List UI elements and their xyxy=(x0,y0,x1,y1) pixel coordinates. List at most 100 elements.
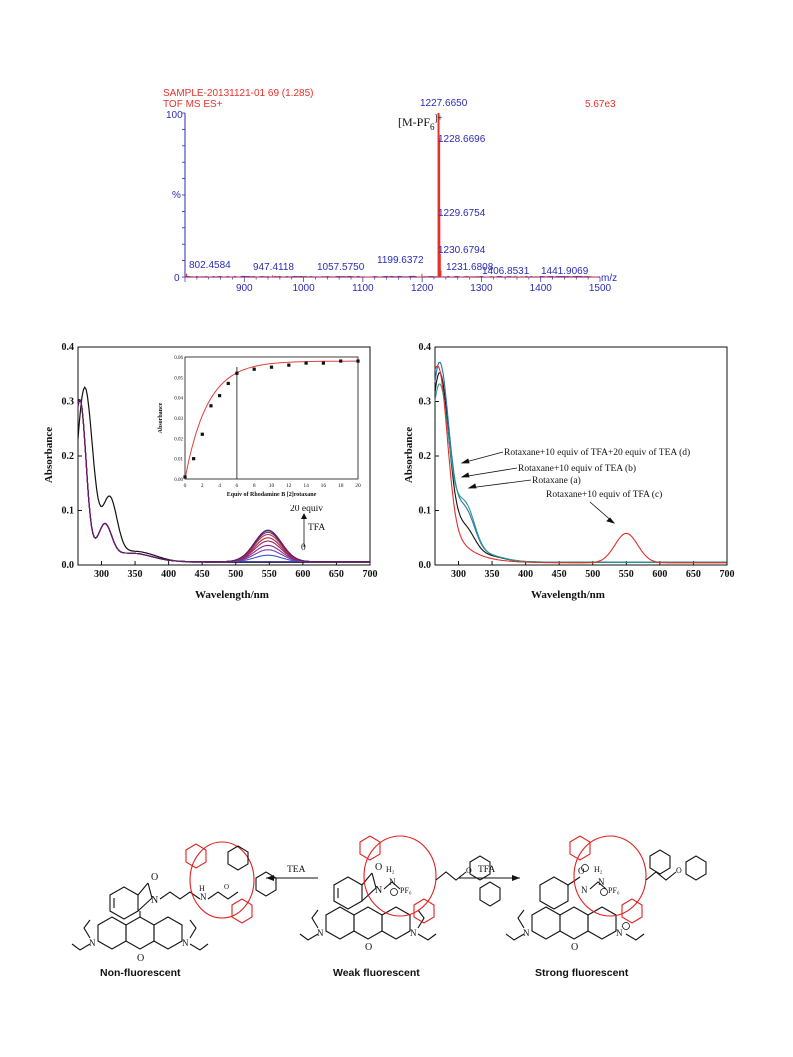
inset-y-tick-label: 0.06 xyxy=(174,356,183,361)
ms-x-ticks: 900 1000 1100 1200 1300 1400 1500 xyxy=(185,277,612,294)
inset-point xyxy=(183,475,186,478)
svg-text:O: O xyxy=(571,942,578,953)
uv-right-label-d: Rotaxane+10 equiv of TFA+20 equiv of TEA… xyxy=(504,447,690,458)
svg-text:H₂: H₂ xyxy=(386,865,395,874)
inset-point xyxy=(235,372,238,375)
ms-mode-line: TOF MS ES+ xyxy=(163,99,223,110)
uv-right-label-b: Rotaxane+10 equiv of TEA (b) xyxy=(518,463,636,474)
ms-peaks xyxy=(185,113,600,277)
ms-x-tick-label: 1000 xyxy=(292,283,315,294)
inset-y-tick-label: 0.01 xyxy=(174,458,183,463)
uv-left-annotation-bottom: 0 xyxy=(301,543,306,553)
ms-peak-label: 1230.6794 xyxy=(438,245,486,256)
y-tick-label: 0.4 xyxy=(62,342,75,353)
reaction-scheme: O N N H O N N O xyxy=(72,836,706,979)
tea-arrow-label: TEA xyxy=(287,865,306,875)
inset-x-tick-label: 8 xyxy=(253,483,256,489)
svg-text:PF₆: PF₆ xyxy=(400,886,412,895)
x-tick-label: 300 xyxy=(451,569,466,580)
caption-strong-fluorescent: Strong fluorescent xyxy=(535,967,629,979)
y-tick-label: 0.1 xyxy=(419,506,432,517)
svg-text:N: N xyxy=(89,938,96,948)
uv-right-pointer-arrows xyxy=(462,452,614,523)
y-tick-label: 0.3 xyxy=(62,397,75,408)
uv-left-chart: 300 350 400 450 500 550 600 650 7000.00.10.20.30… xyxy=(43,342,378,601)
svg-text:N: N xyxy=(317,928,324,938)
x-tick-label: 450 xyxy=(195,569,210,580)
x-tick-label: 550 xyxy=(262,569,277,580)
inset-x-tick-label: 2 xyxy=(201,483,204,489)
uv-right-ylabel: Absorbance xyxy=(403,427,415,483)
uv-right-xlabel: Wavelength/nm xyxy=(531,589,605,601)
svg-text:N: N xyxy=(389,877,396,887)
inset-y-tick-label: 0.03 xyxy=(174,417,183,422)
ms-x-tick-label: 1500 xyxy=(589,283,612,294)
tfa-scheme-arrow-head xyxy=(512,875,520,881)
svg-text:PF₆: PF₆ xyxy=(608,886,620,895)
ms-x-tick-label: 900 xyxy=(236,283,253,294)
svg-text:O: O xyxy=(676,866,682,875)
uv-right-label-c: Rotaxane+10 equiv of TFA (c) xyxy=(546,489,662,500)
inset-y-tick-label: 0.04 xyxy=(174,397,183,402)
uv-left-xlabel: Wavelength/nm xyxy=(195,589,269,601)
ms-sample-line: SAMPLE-20131121-01 69 (1.285) xyxy=(163,88,313,99)
inset-point xyxy=(322,362,325,365)
svg-text:N: N xyxy=(410,928,417,938)
inset-point xyxy=(218,394,221,397)
svg-text:O: O xyxy=(365,942,372,953)
svg-text:N: N xyxy=(182,938,189,948)
y-tick-label: 0.2 xyxy=(62,451,75,462)
inset-x-tick-label: 4 xyxy=(218,483,221,489)
ms-y-top: 100 xyxy=(166,110,183,121)
x-tick-label: 500 xyxy=(228,569,243,580)
svg-text:N: N xyxy=(151,895,158,906)
inset-xlabel: Equiv of Rhodamine B [2]rotaxane xyxy=(227,492,317,498)
svg-text:N: N xyxy=(616,928,623,938)
ms-peak-label: 1228.6696 xyxy=(438,134,486,145)
x-tick-label: 650 xyxy=(686,569,701,580)
mass-spectrum: SAMPLE-20131121-01 69 (1.285) TOF MS ES+… xyxy=(163,88,617,294)
svg-text:O: O xyxy=(137,953,144,964)
ms-x-tick-label: 1400 xyxy=(530,283,553,294)
inset-x-tick-label: 18 xyxy=(338,483,344,489)
inset-background xyxy=(170,350,365,505)
svg-text:N: N xyxy=(375,885,382,896)
uv-left-annotation-top: 20 equiv xyxy=(290,504,323,514)
x-tick-label: 450 xyxy=(552,569,567,580)
x-tick-label: 600 xyxy=(652,569,667,580)
uv-left-annotation-mid: TFA xyxy=(308,523,325,533)
x-tick-label: 700 xyxy=(720,569,735,580)
inset-x-tick-label: 14 xyxy=(303,483,309,489)
inset-point xyxy=(356,359,359,362)
molecule-non-fluorescent: O N N H O N N O xyxy=(72,842,276,964)
uv-left-ylabel: Absorbance xyxy=(43,427,55,483)
inset-point xyxy=(253,368,256,371)
inset-point xyxy=(209,404,212,407)
svg-text:N: N xyxy=(581,885,588,895)
inset-point xyxy=(201,433,204,436)
svg-text:O: O xyxy=(466,866,472,875)
x-tick-label: 700 xyxy=(363,569,378,580)
inset-x-tick-label: 6 xyxy=(236,483,239,489)
ms-x-tick-label: 1200 xyxy=(411,283,434,294)
ms-peak-label: 1227.6650 xyxy=(420,98,468,109)
y-tick-label: 0.2 xyxy=(419,451,432,462)
inset-point xyxy=(287,364,290,367)
uv-right-curves xyxy=(435,362,726,562)
ms-peak-label: 947.4118 xyxy=(253,262,294,273)
svg-text:O: O xyxy=(151,872,158,883)
y-tick-label: 0.0 xyxy=(62,560,75,571)
x-tick-label: 600 xyxy=(295,569,310,580)
inset-point xyxy=(192,457,195,460)
y-tick-label: 0.3 xyxy=(419,397,432,408)
ms-peak-label: 802.4584 xyxy=(189,260,231,271)
y-tick-label: 0.0 xyxy=(419,560,432,571)
ms-axes xyxy=(182,113,600,277)
ms-peak-label: 1441.9069 xyxy=(541,266,589,277)
inset-x-tick-label: 12 xyxy=(286,483,292,489)
svg-text:N: N xyxy=(523,928,530,938)
inset-ylabel: Absorbance xyxy=(158,402,164,433)
ms-peak-label: 1057.5750 xyxy=(317,262,365,273)
inset-x-tick-label: 20 xyxy=(355,483,361,489)
